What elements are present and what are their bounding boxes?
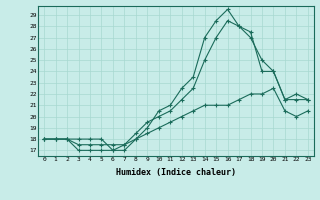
X-axis label: Humidex (Indice chaleur): Humidex (Indice chaleur) [116,168,236,177]
